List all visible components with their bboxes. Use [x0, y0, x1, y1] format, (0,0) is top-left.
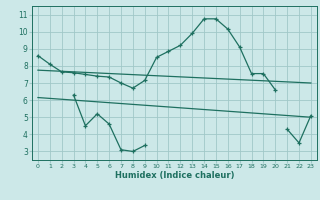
X-axis label: Humidex (Indice chaleur): Humidex (Indice chaleur) [115, 171, 234, 180]
